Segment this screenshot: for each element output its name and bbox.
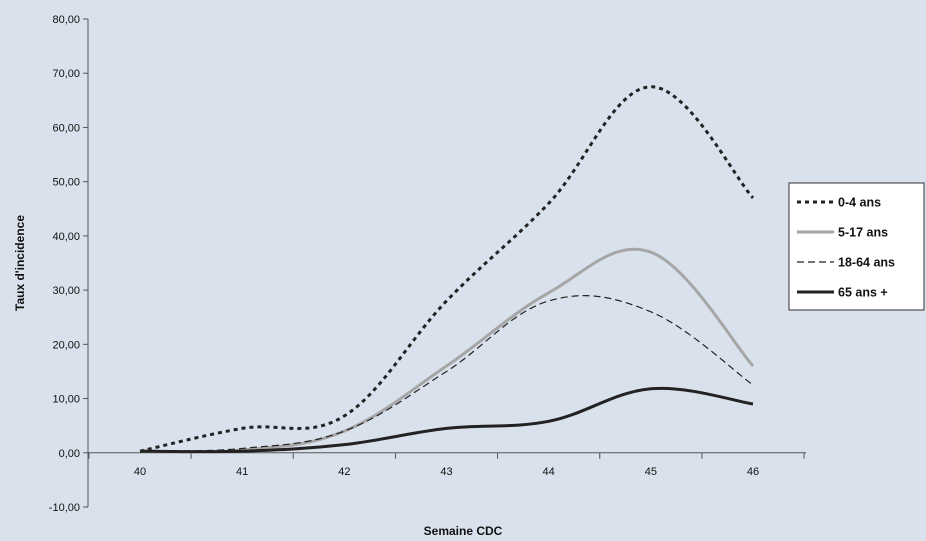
x-tick-label: 46 bbox=[747, 466, 759, 478]
legend-label: 5-17 ans bbox=[838, 226, 888, 240]
legend-label: 0-4 ans bbox=[838, 196, 881, 210]
legend-item: 0-4 ans bbox=[797, 196, 881, 210]
series-65-ans- bbox=[139, 386, 754, 454]
legend-item: 5-17 ans bbox=[797, 226, 888, 240]
y-tick-label: 60,00 bbox=[52, 122, 80, 134]
y-tick-label: 0,00 bbox=[59, 448, 80, 460]
series-0-4-ans bbox=[139, 85, 755, 453]
x-axis-title: Semaine CDC bbox=[424, 524, 503, 538]
y-tick-label: 20,00 bbox=[52, 339, 80, 351]
legend-label: 65 ans + bbox=[838, 286, 888, 300]
series-18-64-ans bbox=[139, 295, 754, 452]
legend: 0-4 ans 5-17 ans 18-64 ans 65 ans + bbox=[788, 182, 925, 311]
x-tick-label: 43 bbox=[440, 466, 452, 478]
x-tick-label: 44 bbox=[543, 466, 555, 478]
legend-item: 65 ans + bbox=[797, 286, 888, 300]
y-tick-label: 50,00 bbox=[52, 177, 80, 189]
y-tick-label: 70,00 bbox=[52, 68, 80, 80]
legend-box bbox=[788, 182, 925, 311]
series-line bbox=[139, 386, 754, 454]
x-tick-label: 40 bbox=[134, 466, 146, 478]
y-tick-label: 30,00 bbox=[52, 285, 80, 297]
legend-item: 18-64 ans bbox=[797, 256, 895, 270]
x-tick-label: 42 bbox=[338, 466, 350, 478]
y-tick-label: 40,00 bbox=[52, 231, 80, 243]
series-line bbox=[139, 295, 754, 452]
y-tick-label: 80,00 bbox=[52, 14, 80, 26]
series-line bbox=[139, 85, 755, 453]
series-line bbox=[139, 247, 755, 454]
series-5-17-ans bbox=[139, 247, 755, 454]
x-tick-label: 41 bbox=[236, 466, 248, 478]
y-tick-label: -10,00 bbox=[49, 502, 80, 514]
y-tick-label: 10,00 bbox=[52, 394, 80, 406]
legend-label: 18-64 ans bbox=[838, 256, 895, 270]
y-axis-title: Taux d'incidence bbox=[13, 215, 27, 311]
x-tick-label: 45 bbox=[645, 466, 657, 478]
